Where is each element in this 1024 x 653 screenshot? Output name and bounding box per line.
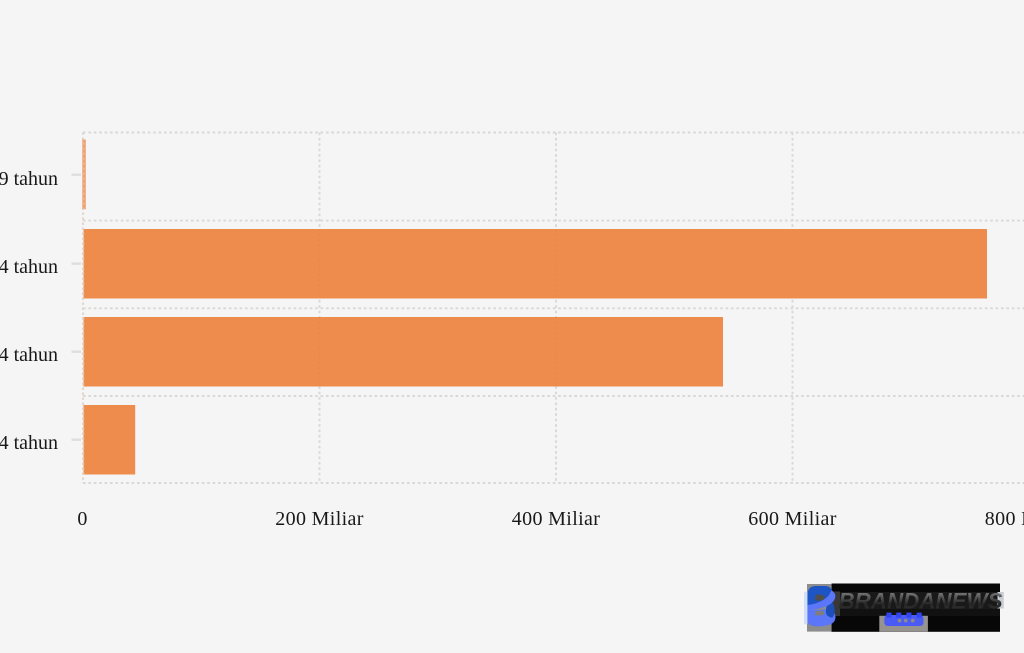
svg-text:BRANDANEWS: BRANDANEWS	[839, 589, 1003, 614]
